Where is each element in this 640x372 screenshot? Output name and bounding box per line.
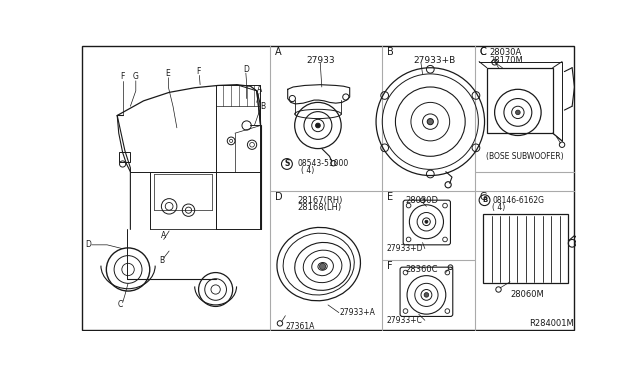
Text: A: A (161, 231, 166, 240)
Text: D: D (275, 192, 282, 202)
Text: D: D (85, 240, 91, 249)
Text: G: G (132, 73, 139, 81)
Text: C: C (480, 47, 486, 57)
Bar (487, 68, 553, 133)
Text: F: F (196, 67, 200, 76)
Text: C: C (480, 47, 486, 57)
Text: 27361A: 27361A (285, 322, 315, 331)
Text: 28168(LH): 28168(LH) (297, 203, 341, 212)
Text: B: B (260, 102, 265, 111)
Text: B: B (159, 256, 164, 265)
Text: B: B (482, 197, 487, 203)
Text: 27933+B: 27933+B (413, 55, 456, 64)
Text: S: S (284, 160, 290, 169)
FancyBboxPatch shape (400, 267, 452, 317)
Text: (BOSE SUBWOOFER): (BOSE SUBWOOFER) (486, 152, 564, 161)
Text: 27933+D: 27933+D (387, 244, 424, 253)
Text: 28060M: 28060M (510, 291, 544, 299)
Bar (119, 153, 131, 162)
Text: E: E (165, 70, 170, 78)
Text: 27933+C: 27933+C (387, 316, 423, 325)
Text: A: A (275, 47, 281, 57)
Circle shape (428, 119, 433, 125)
Circle shape (425, 220, 428, 223)
Circle shape (516, 110, 520, 115)
Text: 28167(RH): 28167(RH) (297, 196, 342, 205)
Bar (483, 214, 568, 283)
Text: ( 4): ( 4) (301, 166, 314, 176)
Text: 08543-51000: 08543-51000 (297, 160, 348, 169)
Text: 27933: 27933 (306, 55, 335, 64)
Circle shape (316, 123, 320, 128)
Text: 28030A: 28030A (489, 48, 522, 57)
Text: 28030D: 28030D (406, 196, 438, 205)
Text: E: E (387, 192, 393, 202)
Text: R284001M: R284001M (529, 319, 574, 328)
Text: G: G (480, 192, 488, 202)
Text: ( 4): ( 4) (492, 203, 506, 212)
Circle shape (424, 293, 429, 297)
Text: A: A (257, 85, 262, 94)
Circle shape (319, 263, 326, 269)
FancyBboxPatch shape (403, 200, 451, 245)
Text: F: F (120, 73, 125, 81)
Text: 27933+A: 27933+A (340, 308, 376, 317)
Text: 28170M: 28170M (489, 55, 523, 64)
Text: 08146-6162G: 08146-6162G (492, 196, 544, 205)
Text: 28360C: 28360C (406, 265, 438, 274)
Text: D: D (243, 65, 248, 74)
Text: C: C (118, 301, 123, 310)
Text: F: F (387, 262, 392, 272)
Text: B: B (387, 47, 394, 57)
